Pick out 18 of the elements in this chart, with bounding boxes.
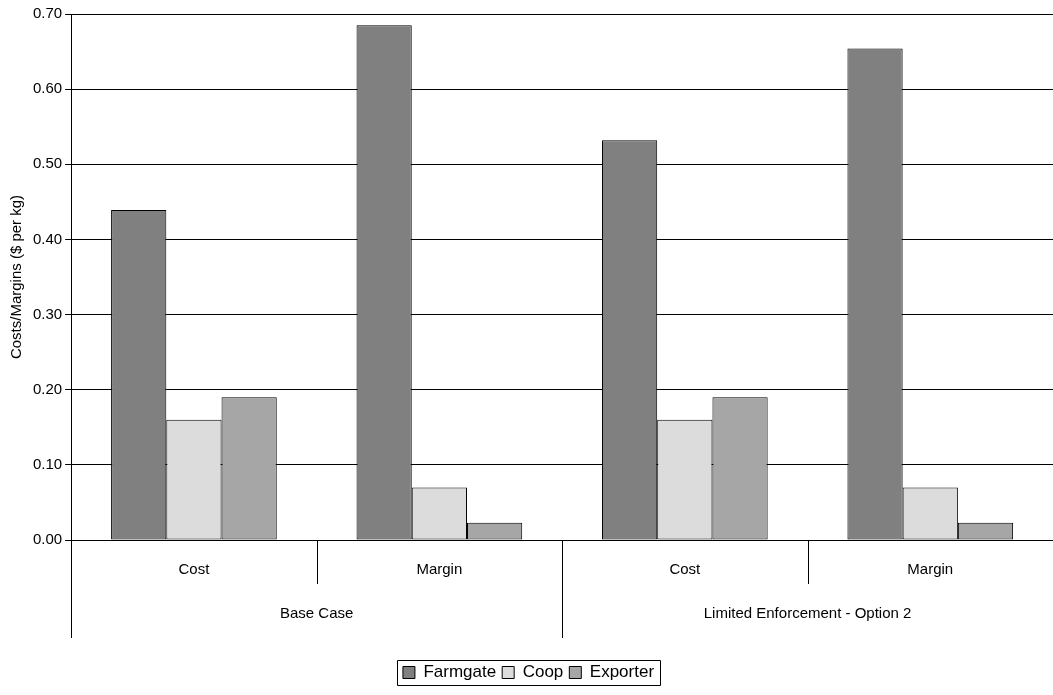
x-tick-label: Cost xyxy=(669,560,702,578)
x-tick-label: Cost xyxy=(178,560,211,578)
legend-label: Coop xyxy=(522,662,564,682)
y-axis-title: Costs/Margins ($ per kg) xyxy=(7,194,25,360)
x-tick-label: Margin xyxy=(416,560,463,578)
y-tick-label: 0.40 xyxy=(32,229,63,247)
y-tick-label: 0.60 xyxy=(32,79,63,97)
x-tick-label: Margin xyxy=(907,560,954,578)
legend-label: Exporter xyxy=(589,662,655,682)
y-tick-label: 0.50 xyxy=(32,154,63,172)
y-tick-label: 0.20 xyxy=(32,379,63,397)
text: Base Case xyxy=(279,604,354,622)
text: Limited Enforcement - Option 2 xyxy=(703,604,912,622)
y-tick-label: 0.00 xyxy=(32,530,63,548)
y-tick-label: 0.10 xyxy=(32,455,63,472)
y-tick-label: 0.30 xyxy=(32,304,63,322)
y-tick-label: 0.70 xyxy=(32,4,63,22)
legend-label: Farmgate xyxy=(423,662,497,682)
